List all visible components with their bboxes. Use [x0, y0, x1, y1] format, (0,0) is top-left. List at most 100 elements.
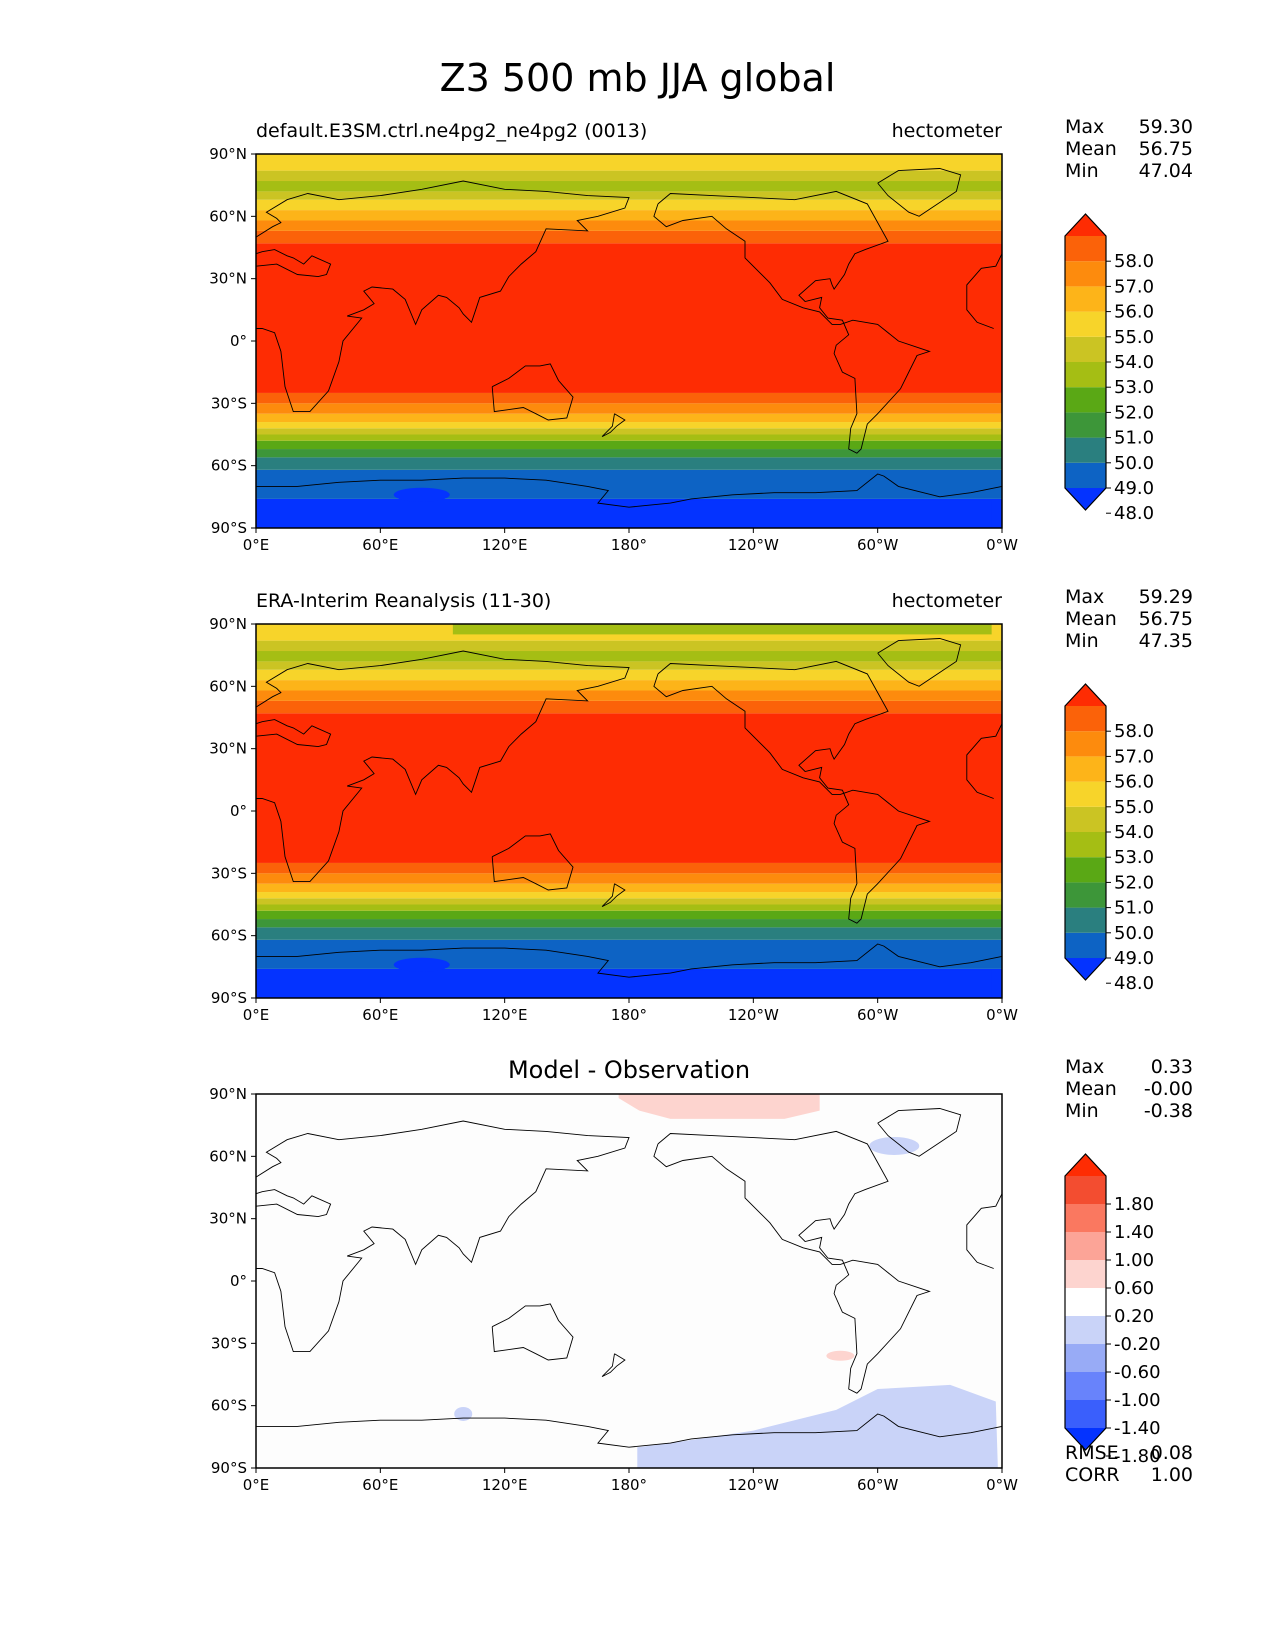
contour-band — [256, 243, 1002, 393]
coastline — [255, 180, 630, 413]
coastline — [491, 1303, 574, 1361]
contour-band — [256, 440, 1002, 450]
lon-tick-label: 60°E — [362, 1006, 398, 1024]
coastline — [255, 1189, 332, 1218]
lat-tick-label: 30°N — [209, 270, 247, 288]
lon-tick-label: 180° — [611, 1006, 647, 1024]
contour-band — [256, 873, 1002, 884]
colorbar-tick-label: -0.20 — [1114, 1334, 1161, 1355]
lon-tick-label: 180° — [611, 1476, 647, 1494]
stat-label: Max — [1065, 116, 1105, 138]
stat-label: CORR — [1065, 1464, 1120, 1486]
colorbar-tick-label: -1.00 — [1114, 1390, 1161, 1411]
contour-band — [256, 170, 1002, 182]
colorbar-tick-label: 52.0 — [1114, 402, 1154, 423]
positive-anomaly-region — [618, 1094, 820, 1119]
lon-tick-label: 60°W — [857, 1476, 899, 1494]
contour-band — [256, 883, 1002, 893]
colorbar-extend-min — [1065, 488, 1106, 510]
figure-title: Z3 500 mb JJA global — [439, 56, 836, 100]
contour-band — [256, 434, 1002, 441]
stat-value: 59.30 — [1138, 116, 1193, 138]
colorbar-swatch — [1065, 1232, 1106, 1260]
colorbar-swatch — [1065, 1316, 1106, 1344]
colorbar-tick-label: 57.0 — [1114, 276, 1154, 297]
difference-field — [256, 1094, 1002, 1468]
colorbar-swatch — [1065, 932, 1106, 958]
lat-tick-label: 30°S — [211, 1334, 247, 1352]
stat-label: Min — [1065, 160, 1099, 182]
colorbar-swatch — [1065, 286, 1106, 312]
map-figure: 90°N 60°N 30°N 0° 30°S 60°S 90°S0°E 60°E 120°E 18… — [209, 615, 1154, 1024]
stat-value: 56.75 — [1138, 608, 1193, 630]
lon-tick-label: 60°E — [362, 1476, 398, 1494]
colorbar-tick-label: 58.0 — [1114, 251, 1154, 272]
colorbar-swatch — [1065, 1288, 1106, 1316]
lon-tick-label: 0°W — [986, 1476, 1018, 1494]
contour-band — [393, 957, 450, 972]
colorbar-tick-label: 0.60 — [1114, 1278, 1154, 1299]
colorbar-tick-label: 49.0 — [1114, 948, 1154, 969]
contour-band — [256, 210, 1002, 221]
colorbar-swatch — [1065, 857, 1106, 883]
contour-band — [256, 449, 1002, 458]
contour-band — [256, 690, 1002, 701]
lat-tick-label: 90°S — [211, 989, 247, 1007]
colorbar-extend-max — [1065, 684, 1106, 706]
lon-tick-label: 120°E — [482, 1476, 528, 1494]
stat-value: 0.33 — [1150, 1056, 1193, 1078]
contour-band — [256, 862, 1002, 874]
colorbar-swatch — [1065, 412, 1106, 438]
colorbar-swatch — [1065, 462, 1106, 488]
contour-band — [256, 919, 1002, 928]
colorbar-tick-label: 48.0 — [1114, 973, 1154, 994]
contour-band — [256, 680, 1002, 691]
contour-band — [256, 939, 1002, 969]
negative-anomaly-region — [869, 1136, 920, 1155]
stat-value: 59.29 — [1138, 586, 1193, 608]
stat-value: 56.75 — [1138, 138, 1193, 160]
colorbar-tick-label: 51.0 — [1114, 898, 1154, 919]
contour-band — [256, 713, 1002, 863]
lon-tick-label: 0°E — [243, 536, 270, 554]
stat-label: Mean — [1065, 1078, 1117, 1100]
contour-band — [256, 661, 1002, 670]
lat-tick-label: 60°N — [209, 207, 247, 225]
colorbar-swatch — [1065, 1260, 1106, 1288]
contour-band — [256, 651, 1002, 662]
colorbar-tick-label: 56.0 — [1114, 772, 1154, 793]
lat-tick-label: 60°N — [209, 677, 247, 695]
lon-tick-label: 120°W — [728, 1476, 779, 1494]
coastline — [601, 413, 626, 438]
colorbar-tick-label: 52.0 — [1114, 872, 1154, 893]
colorbar-tick-label: 50.0 — [1114, 453, 1154, 474]
stat-value: 0.08 — [1150, 1442, 1193, 1464]
contour-band — [256, 457, 1002, 470]
stat-value: -0.00 — [1143, 1078, 1193, 1100]
lat-tick-label: 60°S — [211, 927, 247, 945]
colorbar: 58.0 57.0 56.0 55.0 54.0 53.0 52.0 51.0 50.0 49.0… — [1064, 213, 1154, 524]
colorbar-swatch — [1065, 1176, 1106, 1204]
colorbar-swatch — [1065, 311, 1106, 337]
negative-anomaly-region — [454, 1406, 473, 1421]
colorbar-swatch — [1065, 1204, 1106, 1232]
colorbar-swatch — [1065, 261, 1106, 287]
stat-value: 47.35 — [1138, 630, 1193, 652]
colorbar-swatch — [1065, 437, 1106, 463]
lon-tick-label: 0°E — [243, 1006, 270, 1024]
stat-label: Mean — [1065, 138, 1117, 160]
coastlines — [255, 1108, 1003, 1448]
panel-title: default.E3SM.ctrl.ne4pg2_ne4pg2 (0013) — [256, 120, 648, 142]
lon-tick-label: 0°E — [243, 1476, 270, 1494]
coastline — [653, 1130, 931, 1394]
colorbar-swatch — [1065, 832, 1106, 858]
colorbar-tick-label: 55.0 — [1114, 797, 1154, 818]
colorbar-tick-label: 1.00 — [1114, 1250, 1154, 1271]
colorbar-tick-label: 49.0 — [1114, 478, 1154, 499]
contour-band — [452, 624, 992, 635]
lat-tick-label: 90°S — [211, 519, 247, 537]
skill-stats-block: RMSE 0.08 CORR 1.00 — [1065, 1442, 1193, 1486]
contour-band — [256, 669, 1002, 681]
coastline — [255, 249, 332, 278]
colorbar-tick-label: -0.60 — [1114, 1362, 1161, 1383]
